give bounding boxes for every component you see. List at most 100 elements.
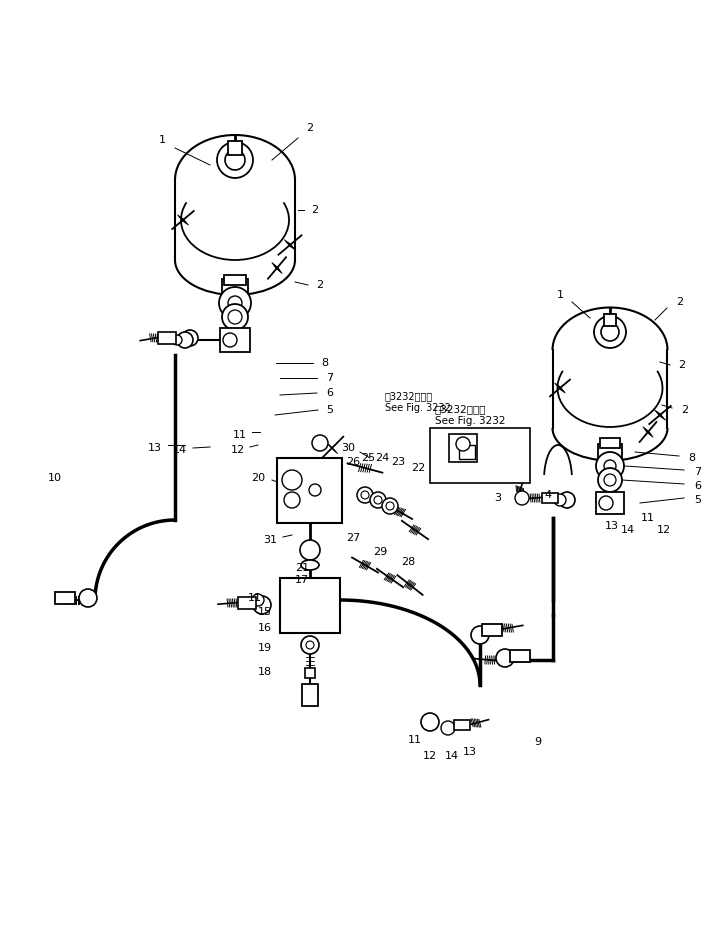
Bar — [238, 597, 256, 609]
Text: 16: 16 — [258, 623, 272, 633]
Text: 2: 2 — [679, 360, 686, 370]
Text: 19: 19 — [258, 643, 272, 653]
Text: 17: 17 — [295, 575, 309, 585]
Circle shape — [312, 435, 328, 451]
Text: 13: 13 — [463, 747, 477, 757]
Circle shape — [559, 492, 575, 508]
Bar — [280, 577, 340, 633]
Circle shape — [177, 332, 193, 348]
Text: 25: 25 — [361, 453, 375, 463]
Circle shape — [554, 494, 566, 506]
Circle shape — [300, 540, 320, 560]
Text: 2: 2 — [681, 405, 689, 415]
Text: 18: 18 — [258, 667, 272, 677]
Bar — [228, 141, 242, 155]
Text: 22: 22 — [411, 463, 425, 473]
Text: 11: 11 — [641, 513, 655, 523]
Text: 12: 12 — [423, 751, 437, 761]
Text: 1: 1 — [159, 135, 166, 145]
Text: 9: 9 — [534, 737, 541, 747]
Bar — [510, 650, 530, 662]
Text: 6: 6 — [327, 388, 333, 398]
Bar — [158, 332, 176, 344]
Text: 13: 13 — [605, 521, 619, 531]
Text: 21: 21 — [295, 563, 309, 573]
Ellipse shape — [301, 560, 319, 570]
Text: 23: 23 — [391, 457, 405, 467]
Circle shape — [301, 636, 319, 654]
Text: 2: 2 — [676, 297, 684, 307]
Bar — [305, 668, 315, 678]
Text: 12: 12 — [657, 525, 671, 535]
Text: 20: 20 — [251, 473, 265, 483]
Text: 14: 14 — [173, 445, 187, 455]
Circle shape — [421, 713, 439, 731]
Circle shape — [79, 589, 97, 607]
Circle shape — [228, 296, 242, 310]
Text: 31: 31 — [263, 535, 277, 545]
Bar — [598, 444, 622, 460]
Bar — [604, 314, 616, 326]
Text: 27: 27 — [346, 533, 360, 543]
Circle shape — [382, 498, 398, 514]
Text: 29: 29 — [373, 547, 387, 557]
Bar — [430, 427, 530, 483]
Text: 12: 12 — [231, 445, 245, 455]
Circle shape — [370, 492, 386, 508]
Circle shape — [471, 626, 489, 644]
Text: 11: 11 — [408, 735, 422, 745]
Circle shape — [604, 460, 616, 472]
Bar — [596, 492, 624, 514]
Circle shape — [515, 491, 529, 505]
Circle shape — [441, 721, 455, 735]
Circle shape — [172, 335, 182, 345]
Text: 8: 8 — [322, 358, 329, 368]
Circle shape — [217, 142, 253, 178]
Bar — [302, 684, 318, 706]
Bar — [55, 592, 75, 604]
Bar — [459, 445, 475, 459]
Text: 3: 3 — [495, 493, 501, 503]
Text: 6: 6 — [694, 481, 701, 491]
Text: 28: 28 — [401, 557, 415, 567]
Text: 5: 5 — [694, 495, 701, 505]
Text: 7: 7 — [694, 467, 701, 477]
Text: 14: 14 — [621, 525, 635, 535]
Circle shape — [456, 437, 470, 451]
Text: 13: 13 — [148, 443, 162, 453]
Bar — [222, 279, 248, 297]
Text: 第3232図参照
See Fig. 3232: 第3232図参照 See Fig. 3232 — [435, 405, 505, 426]
Text: 24: 24 — [375, 453, 389, 463]
Bar — [542, 493, 558, 503]
Text: 10: 10 — [48, 473, 62, 483]
Text: 5: 5 — [327, 405, 333, 415]
Text: 8: 8 — [689, 453, 696, 463]
Text: 2: 2 — [317, 280, 324, 290]
Bar — [224, 275, 246, 285]
Text: 26: 26 — [346, 457, 360, 467]
Text: 2: 2 — [307, 123, 314, 133]
Bar — [454, 720, 470, 730]
Text: 4: 4 — [544, 490, 551, 500]
Text: 2: 2 — [312, 205, 319, 215]
Text: 11: 11 — [248, 593, 262, 603]
Text: 30: 30 — [341, 443, 355, 453]
Text: 第3232図参照
See Fig. 3232: 第3232図参照 See Fig. 3232 — [385, 391, 451, 413]
Bar — [482, 624, 502, 636]
Circle shape — [596, 452, 624, 480]
Circle shape — [219, 287, 251, 319]
Circle shape — [357, 487, 373, 503]
Text: 1: 1 — [556, 290, 564, 300]
Circle shape — [496, 649, 514, 667]
Text: 7: 7 — [327, 373, 334, 383]
Text: 15: 15 — [258, 607, 272, 617]
Text: 11: 11 — [233, 430, 247, 440]
Circle shape — [598, 468, 622, 492]
Circle shape — [253, 596, 271, 614]
Bar — [220, 328, 250, 352]
Circle shape — [222, 304, 248, 330]
Circle shape — [252, 594, 264, 606]
Bar — [600, 438, 620, 448]
Circle shape — [182, 330, 198, 346]
Circle shape — [594, 316, 626, 348]
